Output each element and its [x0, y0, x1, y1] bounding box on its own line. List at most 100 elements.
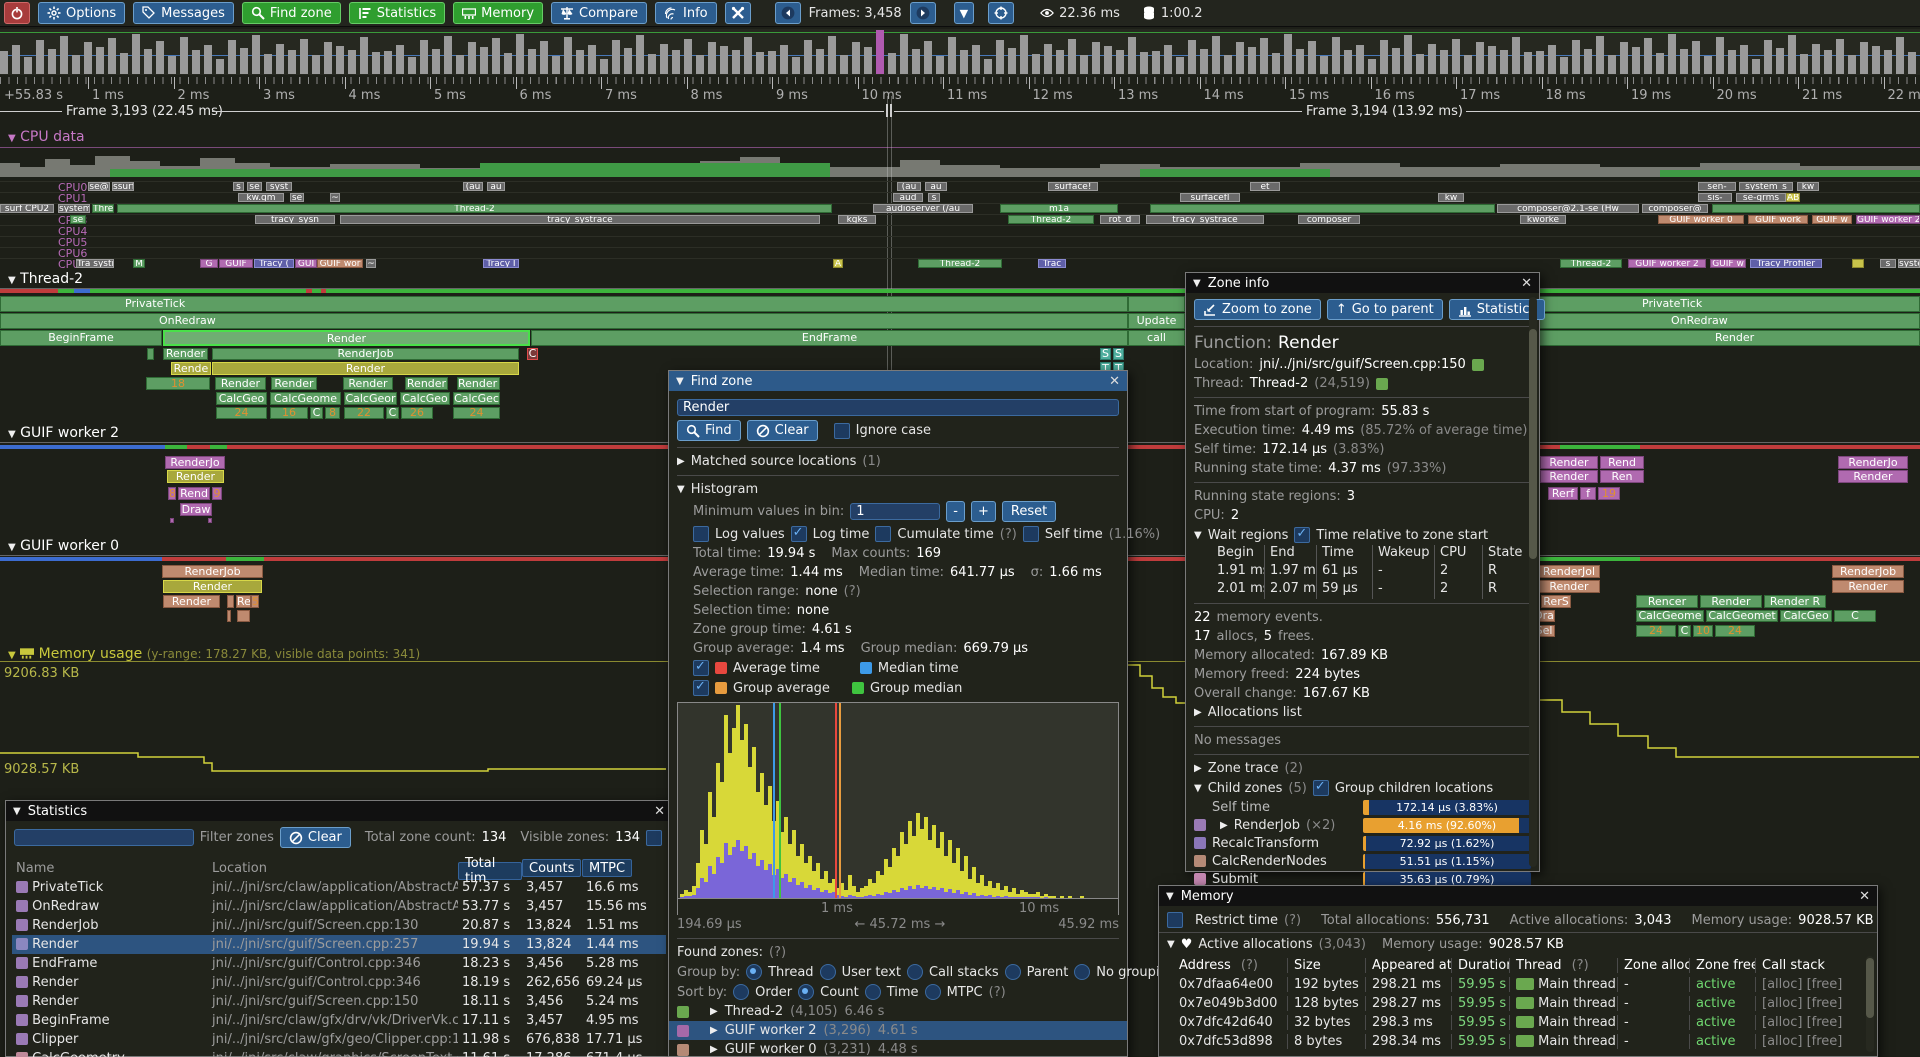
- cpu-zone-chip[interactable]: [1150, 204, 1495, 213]
- frame-bar[interactable]: [1776, 48, 1784, 74]
- statistics-row[interactable]: RenderJob jni/../jni/src/guif/Screen.cpp…: [12, 916, 666, 935]
- memory-titlebar[interactable]: ▼ Memory ✕: [1159, 886, 1877, 906]
- cpu-zone-chip[interactable]: kworke: [1520, 215, 1566, 224]
- go-to-parent-button[interactable]: ↑ Go to parent: [1326, 299, 1443, 320]
- frame-bar[interactable]: [228, 40, 236, 74]
- cpu-zone-chip[interactable]: surf CPU2: [0, 204, 54, 213]
- cpu-zone-chip[interactable]: composer@: [1642, 204, 1708, 213]
- frame-bar[interactable]: [1428, 44, 1436, 74]
- frame-bar[interactable]: [1584, 49, 1592, 74]
- zone-chip[interactable]: PrivateTick: [0, 296, 1128, 312]
- frame-bar[interactable]: [0, 51, 8, 74]
- found-zone-group[interactable]: ▶ Thread-2 (4,105) 6.46 s: [669, 1002, 1127, 1021]
- frame-bar[interactable]: [1560, 57, 1568, 74]
- zone-chip[interactable]: C: [527, 348, 538, 360]
- frame-bar[interactable]: [732, 50, 740, 74]
- statistics-row[interactable]: BeginFrame jni/../jni/src/claw/gfx/drv/v…: [12, 1011, 666, 1030]
- zone-chip[interactable]: 8: [325, 407, 340, 419]
- frame-bar[interactable]: [1044, 44, 1052, 74]
- cpu-zone-chip[interactable]: GUIF worker 0: [1658, 215, 1744, 224]
- zone-chip[interactable]: 24: [453, 407, 500, 419]
- guif-worker0-header[interactable]: ▼ GUIF worker 0: [8, 538, 119, 554]
- zone-trace-section[interactable]: ▶ Zone trace (2): [1194, 761, 1303, 776]
- frame-bar[interactable]: [240, 48, 248, 74]
- frame-bar[interactable]: [1632, 47, 1640, 74]
- frame-bar[interactable]: [1764, 40, 1772, 74]
- frame-bar[interactable]: [336, 46, 344, 74]
- sort-by-radio-count[interactable]: [798, 984, 815, 1000]
- zone-chip[interactable]: CalcGeomet: [1706, 610, 1778, 622]
- zone-chip[interactable]: C: [1834, 610, 1876, 622]
- frame-bar[interactable]: [1392, 48, 1400, 74]
- zone-chip[interactable]: CalcGeome: [1636, 610, 1704, 622]
- statistics-row[interactable]: PrivateTick jni/../jni/src/claw/applicat…: [12, 878, 666, 897]
- frame-bar[interactable]: [408, 57, 416, 74]
- next-frame-button[interactable]: [909, 2, 936, 24]
- find-zone-query-input[interactable]: Render: [677, 399, 1119, 416]
- expand-icon[interactable]: ▶: [1194, 707, 1202, 718]
- frame-bar[interactable]: [1332, 37, 1340, 74]
- cpu-zone-chip[interactable]: surfacefl: [1180, 193, 1240, 202]
- zone-chip[interactable]: 9: [212, 487, 222, 500]
- expand-icon[interactable]: ▶: [677, 456, 685, 467]
- zone-chip[interactable]: RenderJo: [1838, 456, 1908, 469]
- cpu-zone-chip[interactable]: se: [290, 193, 304, 202]
- frame-bar[interactable]: [1308, 41, 1316, 74]
- zone-chip[interactable]: 8: [168, 487, 176, 500]
- zone-chip[interactable]: Render: [405, 377, 448, 390]
- frame-bar[interactable]: [1512, 37, 1520, 74]
- frame-bar[interactable]: [1032, 54, 1040, 74]
- collapse-icon[interactable]: ▼: [1166, 890, 1174, 902]
- frame-bar[interactable]: [1848, 55, 1856, 74]
- frame-bar[interactable]: [912, 49, 920, 74]
- reset-button[interactable]: Reset: [1001, 501, 1057, 522]
- collapse-icon[interactable]: ▼: [1193, 277, 1201, 289]
- cpu-zone-chip[interactable]: syst: [266, 182, 292, 191]
- frame-bar[interactable]: [936, 56, 944, 74]
- frame-bar[interactable]: [1080, 55, 1088, 74]
- prev-frame-button[interactable]: [774, 2, 801, 24]
- cpu-zone-chip[interactable]: Tracy (: [254, 259, 294, 268]
- alloc-callstack[interactable]: [alloc] [free]: [1755, 996, 1885, 1011]
- tools-button[interactable]: [724, 2, 751, 24]
- frame-bar[interactable]: [1704, 56, 1712, 74]
- zone-chip[interactable]: Render: [1832, 580, 1904, 593]
- zone-chip[interactable]: CalcGeo: [216, 392, 267, 405]
- frame-bar[interactable]: [396, 45, 404, 74]
- frame-bar[interactable]: [1668, 34, 1676, 74]
- thread2-header[interactable]: ▼ Thread-2: [8, 271, 84, 287]
- average-time-checkbox[interactable]: [693, 659, 709, 676]
- frame-bar[interactable]: [468, 42, 476, 74]
- collapse-icon[interactable]: ▼: [677, 484, 685, 495]
- group-average-checkbox[interactable]: [693, 679, 709, 696]
- frame-bar[interactable]: [420, 40, 428, 74]
- cpu-zone-chip[interactable]: kw.gm: [238, 193, 284, 202]
- statistics-titlebar[interactable]: ▼ Statistics ✕: [6, 801, 672, 821]
- statistics-row[interactable]: CalcGeometry jni/../jni/src/claw/graphic…: [12, 1049, 666, 1057]
- cpu-zone-chip[interactable]: system se: [58, 204, 90, 213]
- group-by-radio-thread[interactable]: [746, 964, 763, 980]
- col-mtpc[interactable]: MTPC: [582, 859, 633, 877]
- frame-bar[interactable]: [1860, 42, 1868, 74]
- zone-chip[interactable]: CalcGeo: [1780, 610, 1832, 622]
- zoom-to-zone-button[interactable]: Zoom to zone: [1194, 299, 1321, 320]
- frame-bar[interactable]: [672, 50, 680, 74]
- zone-chip[interactable]: RenderJol: [1538, 565, 1600, 578]
- zone-chip[interactable]: call: [1128, 330, 1185, 346]
- zone-chip[interactable]: Render: [167, 470, 224, 483]
- expand-icon[interactable]: ▶: [710, 1025, 718, 1036]
- restrict-time-checkbox[interactable]: [1167, 912, 1183, 928]
- histogram-section[interactable]: ▼ Histogram: [677, 482, 759, 497]
- frame-bar[interactable]: [1224, 55, 1232, 74]
- frame-bar[interactable]: [1548, 45, 1556, 74]
- zone-chip[interactable]: CalcGec: [453, 392, 500, 405]
- collapse-icon[interactable]: ▼: [1167, 939, 1175, 950]
- frame-bar[interactable]: [1644, 38, 1652, 74]
- frame-bar[interactable]: [516, 34, 524, 74]
- frame-bar[interactable]: [312, 55, 320, 74]
- cpu-zone-chip[interactable]: (au: [897, 182, 921, 191]
- frame-bar[interactable]: [1320, 56, 1328, 74]
- zone-chip[interactable]: 5: [251, 595, 259, 608]
- guif-worker2-header[interactable]: ▼ GUIF worker 2: [8, 425, 119, 441]
- zone-chip[interactable]: C: [310, 407, 323, 419]
